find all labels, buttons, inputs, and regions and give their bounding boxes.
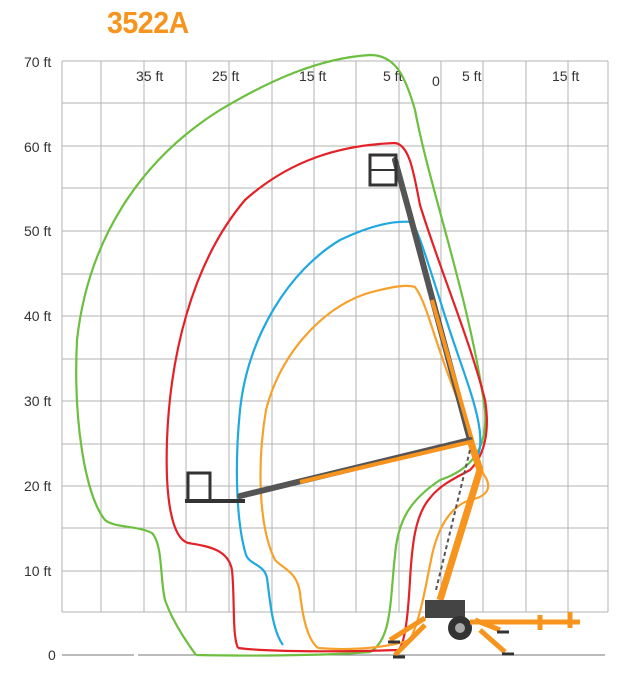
x-tick-label: 35 ft: [136, 68, 163, 84]
y-tick-label: 70 ft: [24, 54, 51, 70]
envelope-red: [165, 141, 488, 653]
envelope-blue: [235, 220, 482, 646]
y-tick-label: 20 ft: [24, 478, 51, 494]
chart-title: 3522A: [107, 5, 189, 40]
x-tick-label: 5 ft: [383, 68, 403, 84]
boom-upper-raised-orange: [430, 299, 474, 441]
envelope-green: [75, 53, 487, 657]
y-tick-label: 50 ft: [24, 223, 51, 239]
lift-chassis: [425, 600, 465, 618]
x-tick-label: 25 ft: [212, 68, 239, 84]
y-tick-label: 60 ft: [24, 139, 51, 155]
x-tick-label: 0: [432, 73, 440, 89]
boom-lift-illustration: [185, 153, 580, 659]
x-tick-label: 5 ft: [462, 68, 482, 84]
y-tick-label: 10 ft: [24, 563, 51, 579]
outriggers: [388, 612, 580, 657]
boom-lower: [436, 438, 484, 602]
y-tick-label: 40 ft: [24, 308, 51, 324]
basket-extended: [186, 471, 212, 503]
y-tick-label: 0: [48, 647, 56, 663]
x-tick-label: 15 ft: [552, 68, 579, 84]
x-tick-label: 15 ft: [299, 68, 326, 84]
envelope-orange: [259, 284, 490, 651]
y-tick-label: 30 ft: [24, 393, 51, 409]
